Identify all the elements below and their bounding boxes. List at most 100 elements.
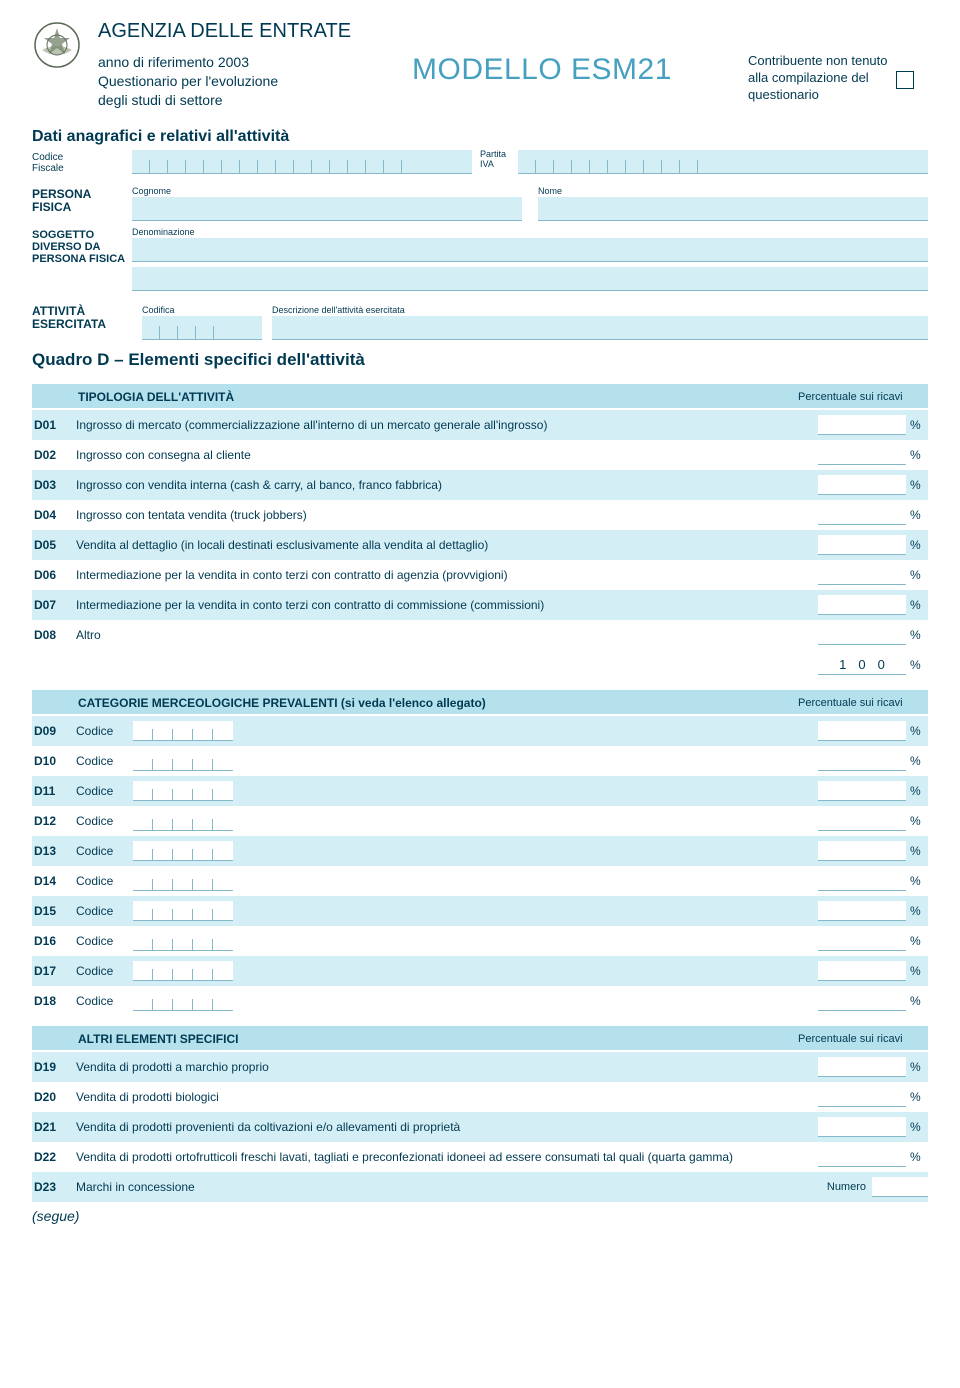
row-codice-label: Codice — [76, 931, 818, 951]
state-emblem-icon — [32, 20, 82, 70]
codice-ticks-input[interactable] — [133, 931, 233, 951]
row-desc: Ingrosso con tentata vendita (truck jobb… — [76, 508, 818, 522]
row-value-input[interactable] — [818, 841, 906, 861]
row-codice-label: Codice — [76, 721, 818, 741]
row-unit: % — [910, 724, 928, 738]
row-D03: D03Ingrosso con vendita interna (cash & … — [32, 470, 928, 500]
denominazione-input[interactable] — [132, 238, 928, 262]
form-header: AGENZIA DELLE ENTRATE anno di riferiment… — [32, 20, 928, 110]
codice-ticks-input[interactable] — [133, 781, 233, 801]
row-D21: D21Vendita di prodotti provenienti da co… — [32, 1112, 928, 1142]
numero-input[interactable] — [872, 1177, 928, 1197]
numero-label: Numero — [822, 1181, 872, 1193]
row-D02: D02Ingrosso con consegna al cliente% — [32, 440, 928, 470]
row-code: D13 — [32, 844, 76, 858]
row-value-input[interactable] — [818, 535, 906, 555]
codice-ticks-input[interactable] — [133, 721, 233, 741]
descrizione-input[interactable] — [272, 316, 928, 340]
row-unit: % — [910, 1090, 928, 1104]
contribuente-block: Contribuente non tenuto alla compilazion… — [748, 53, 928, 104]
row-desc: Altro — [76, 628, 818, 642]
row-code: D08 — [32, 628, 76, 642]
row-code: D17 — [32, 964, 76, 978]
row-D13: D13Codice% — [32, 836, 928, 866]
total-row: 100 % — [32, 650, 928, 680]
row-code: D19 — [32, 1060, 76, 1074]
row-codice-label: Codice — [76, 901, 818, 921]
row-code: D21 — [32, 1120, 76, 1134]
row-value-input[interactable] — [818, 1087, 906, 1107]
band-altri-title: ALTRI ELEMENTI SPECIFICI — [32, 1032, 798, 1046]
row-value-input[interactable] — [818, 1147, 906, 1167]
row-value-input[interactable] — [818, 721, 906, 741]
row-value-input[interactable] — [818, 781, 906, 801]
codice-ticks-input[interactable] — [133, 991, 233, 1011]
row-D20: D20Vendita di prodotti biologici% — [32, 1082, 928, 1112]
row-value-input[interactable] — [818, 901, 906, 921]
row-value-input[interactable] — [818, 415, 906, 435]
row-unit: % — [910, 814, 928, 828]
row-unit: % — [910, 1150, 928, 1164]
codice-ticks-input[interactable] — [133, 841, 233, 861]
row-code: D07 — [32, 598, 76, 612]
codice-ticks-input[interactable] — [133, 961, 233, 981]
row-value-input[interactable] — [818, 871, 906, 891]
row-D05: D05Vendita al dettaglio (in locali desti… — [32, 530, 928, 560]
row-value-input[interactable] — [818, 565, 906, 585]
nome-input[interactable] — [538, 197, 928, 221]
denominazione-input-2[interactable] — [132, 267, 928, 291]
contrib-line2: alla compilazione del — [748, 70, 888, 87]
row-desc: Ingrosso con vendita interna (cash & car… — [76, 478, 818, 492]
row-code: D22 — [32, 1150, 76, 1164]
row-value-input[interactable] — [818, 595, 906, 615]
row-D19: D19Vendita di prodotti a marchio proprio… — [32, 1052, 928, 1082]
codice-ticks-input[interactable] — [133, 871, 233, 891]
row-code: D12 — [32, 814, 76, 828]
row-unit: % — [910, 784, 928, 798]
row-code: D16 — [32, 934, 76, 948]
ref-line3: degli studi di settore — [98, 91, 358, 110]
persona-fisica-label: PERSONA FISICA — [32, 186, 132, 221]
row-desc: Vendita di prodotti provenienti da colti… — [76, 1120, 818, 1134]
row-desc: Vendita di prodotti ortofrutticoli fresc… — [76, 1150, 818, 1164]
row-value-input[interactable] — [818, 931, 906, 951]
row-unit: % — [910, 448, 928, 462]
row-unit: % — [910, 478, 928, 492]
row-code: D04 — [32, 508, 76, 522]
row-value-input[interactable] — [818, 961, 906, 981]
soggetto-label: SOGGETTO DIVERSO DA PERSONA FISICA — [32, 227, 132, 265]
row-desc: Intermediazione per la vendita in conto … — [76, 598, 818, 612]
row-codice-label: Codice — [76, 871, 818, 891]
row-code: D06 — [32, 568, 76, 582]
band-categorie-title: CATEGORIE MERCEOLOGICHE PREVALENTI (si v… — [32, 696, 798, 710]
partita-iva-input[interactable] — [518, 150, 928, 174]
row-value-input[interactable] — [818, 811, 906, 831]
codice-ticks-input[interactable] — [133, 751, 233, 771]
row-value-input[interactable] — [818, 625, 906, 645]
contrib-line3: questionario — [748, 87, 888, 104]
row-unit: % — [910, 904, 928, 918]
quadro-d-title: Quadro D – Elementi specifici dell'attiv… — [32, 350, 928, 370]
codifica-label: Codifica — [142, 305, 262, 315]
codifica-input[interactable] — [142, 316, 262, 340]
codice-ticks-input[interactable] — [133, 811, 233, 831]
row-code: D15 — [32, 904, 76, 918]
row-value-input[interactable] — [818, 445, 906, 465]
row-value-input[interactable] — [818, 751, 906, 771]
row-value-input[interactable] — [818, 1117, 906, 1137]
contribuente-checkbox[interactable] — [896, 71, 914, 89]
row-code: D05 — [32, 538, 76, 552]
row-codice-label: Codice — [76, 781, 818, 801]
codice-ticks-input[interactable] — [133, 901, 233, 921]
row-D06: D06Intermediazione per la vendita in con… — [32, 560, 928, 590]
codice-fiscale-input[interactable] — [132, 150, 472, 174]
row-codice-label: Codice — [76, 751, 818, 771]
row-value-input[interactable] — [818, 505, 906, 525]
row-desc: Ingrosso di mercato (commercializzazione… — [76, 418, 818, 432]
row-value-input[interactable] — [818, 1057, 906, 1077]
row-unit: % — [910, 418, 928, 432]
row-code: D18 — [32, 994, 76, 1008]
row-value-input[interactable] — [818, 991, 906, 1011]
cognome-input[interactable] — [132, 197, 522, 221]
row-value-input[interactable] — [818, 475, 906, 495]
